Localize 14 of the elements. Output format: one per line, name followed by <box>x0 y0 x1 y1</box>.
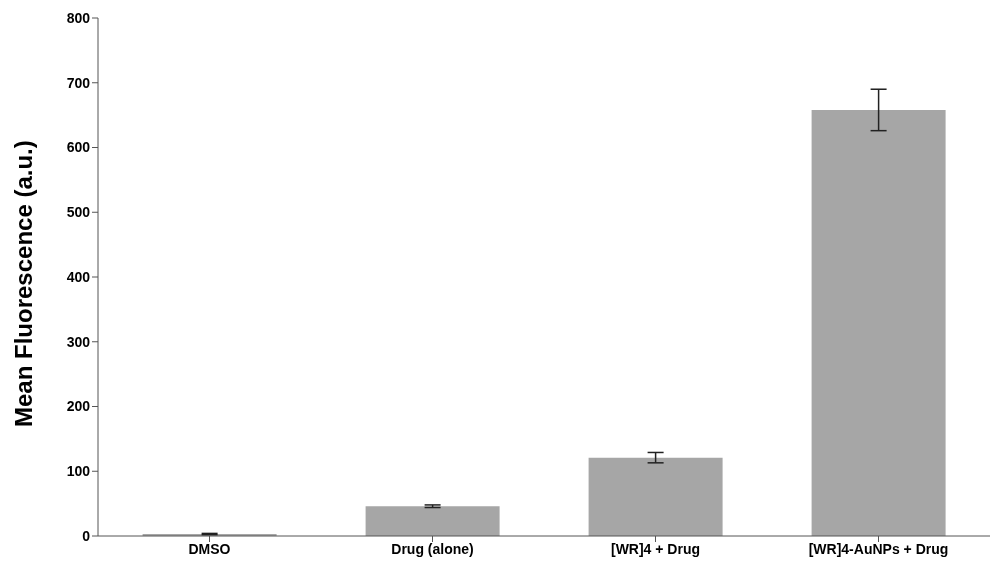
x-tick-label: Drug (alone) <box>391 540 474 557</box>
y-tick-label: 300 <box>66 333 91 350</box>
y-tick-label: 400 <box>66 268 91 285</box>
y-tick-label: 700 <box>66 74 91 91</box>
y-tick-label: 200 <box>66 398 91 415</box>
y-tick-label: 600 <box>66 139 91 156</box>
x-tick-label: [WR]4 + Drug <box>610 540 701 557</box>
y-tick-label: 0 <box>82 527 91 544</box>
x-tick-label: DMSO <box>188 540 231 557</box>
x-tick-label: [WR]4-AuNPs + Drug <box>808 540 949 557</box>
y-tick-label: 500 <box>66 204 91 221</box>
y-tick-label: 800 <box>66 9 91 26</box>
y-axis-title: Mean Fluorescence (a.u.) <box>9 140 37 427</box>
y-tick-label: 100 <box>66 463 91 480</box>
